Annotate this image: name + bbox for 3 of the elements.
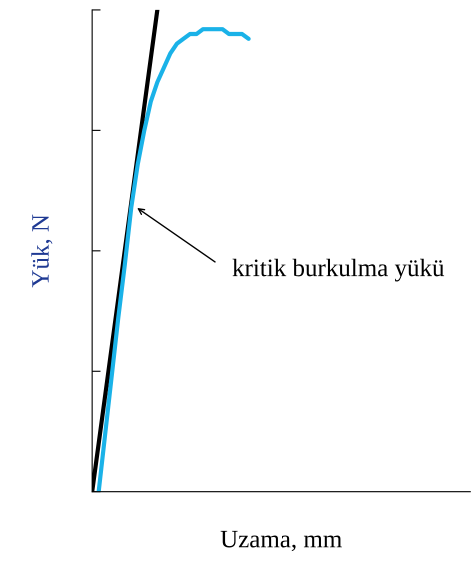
x-axis-title: Uzama, mm (220, 530, 342, 552)
annotation: kritik burkulma yükü (232, 258, 444, 282)
y-axis-title: Yük, N (31, 214, 52, 288)
